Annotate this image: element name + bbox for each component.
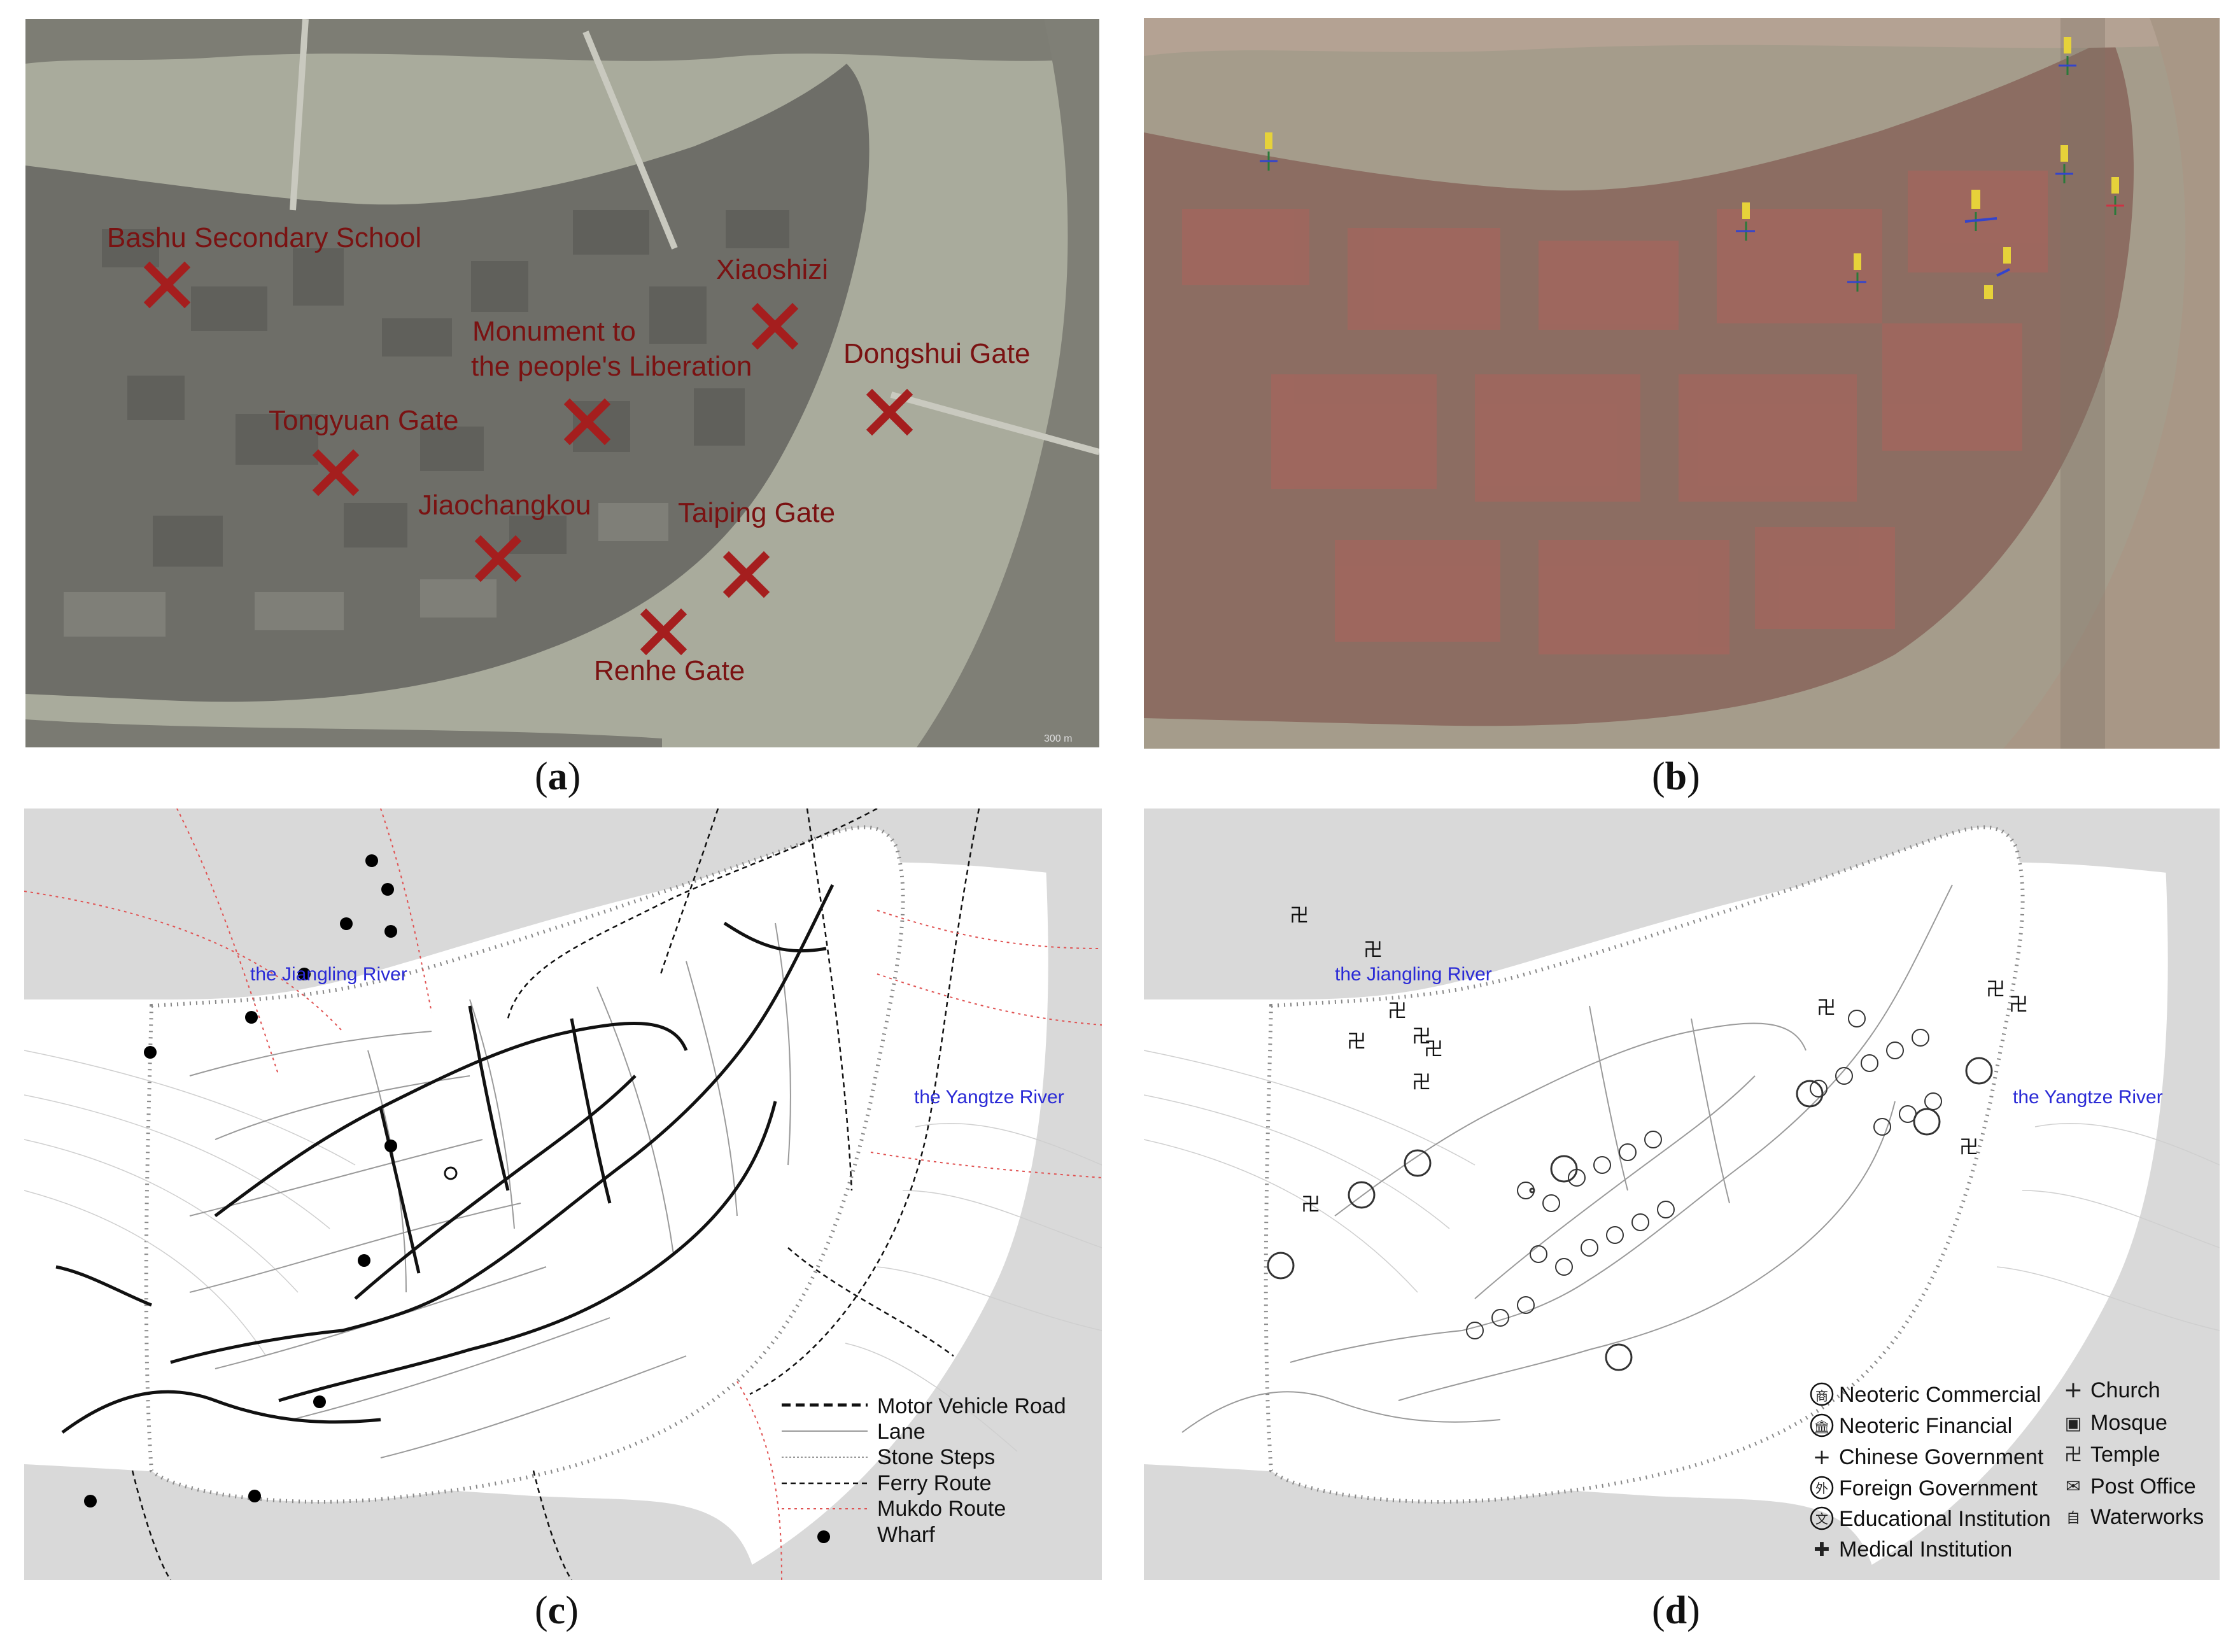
svg-text:卍: 卍 bbox=[1301, 1194, 1320, 1216]
legend-mosque: Mosque bbox=[2090, 1411, 2167, 1435]
svg-text:卍: 卍 bbox=[2009, 994, 2028, 1016]
legend-foreign-government: Foreign Government bbox=[1839, 1476, 2038, 1500]
legend-mukdo-route: Mukdo Route bbox=[877, 1497, 1006, 1521]
institutions-map-panel-d: 卍卍卍 卍卍卍 卍卍卍 卍卍卍 the Jiangling River the … bbox=[1144, 808, 2220, 1580]
legend-c: Motor Vehicle Road Lane Stone Steps Ferr… bbox=[782, 1394, 1066, 1547]
legend-post-office: Post Office bbox=[2090, 1474, 2196, 1499]
road-map-c: the Jiangling River the Yangtze River Mo… bbox=[24, 808, 1102, 1580]
label-yangtze-river: the Yangtze River bbox=[914, 1087, 1064, 1108]
marker-renhe bbox=[640, 608, 687, 656]
wharf-points bbox=[84, 854, 397, 1507]
legend-wharf: Wharf bbox=[877, 1523, 935, 1547]
svg-text:+: + bbox=[2064, 1377, 2083, 1403]
svg-text:文: 文 bbox=[1815, 1511, 1828, 1527]
control-points bbox=[1260, 37, 2124, 299]
satellite-map-a: Bashu Secondary School Xiaoshizi Monumen… bbox=[25, 19, 1099, 747]
label-taiping: Taiping Gate bbox=[678, 497, 835, 528]
svg-text:卍: 卍 bbox=[1424, 1038, 1443, 1061]
caption-a: (a) bbox=[535, 755, 581, 798]
label-renhe: Renhe Gate bbox=[594, 655, 745, 686]
legend-medical-institution: Medical Institution bbox=[1839, 1537, 2012, 1562]
legend-motor-road: Motor Vehicle Road bbox=[877, 1394, 1066, 1418]
label-jiaochangkou: Jiaochangkou bbox=[418, 490, 591, 521]
svg-text:▣: ▣ bbox=[2065, 1413, 2082, 1434]
caption-d: (d) bbox=[1652, 1589, 1700, 1632]
legend-neoteric-commercial: Neoteric Commercial bbox=[1839, 1383, 2041, 1407]
label-yangtze-river-d: the Yangtze River bbox=[2013, 1087, 2163, 1108]
scale-label: 300 m bbox=[1044, 733, 1072, 744]
svg-text:✚: ✚ bbox=[1814, 1539, 1829, 1561]
label-tongyuan: Tongyuan Gate bbox=[269, 405, 458, 436]
location-markers bbox=[143, 261, 913, 656]
institution-symbols: 卍卍卍 卍卍卍 卍卍卍 卍卍卍 bbox=[1267, 905, 2028, 1371]
legend-d-right: + Church ▣ Mosque 卍 Temple ✉ Post Office… bbox=[2064, 1377, 2204, 1529]
marker-dongshui bbox=[866, 388, 913, 436]
satellite-map-panel-a: Bashu Secondary School Xiaoshizi Monumen… bbox=[25, 19, 1099, 747]
caption-c: (c) bbox=[535, 1589, 579, 1632]
road-network-map-panel-c: the Jiangling River the Yangtze River Mo… bbox=[24, 808, 1102, 1580]
svg-text:🏛: 🏛 bbox=[1814, 1419, 1829, 1434]
label-jiangling-river-d: the Jiangling River bbox=[1335, 964, 1492, 985]
institutions-map-d: 卍卍卍 卍卍卍 卍卍卍 卍卍卍 the Jiangling River the … bbox=[1144, 808, 2220, 1580]
svg-text:+: + bbox=[1813, 1444, 1831, 1470]
svg-text:卍: 卍 bbox=[1388, 1000, 1407, 1022]
legend-educational-institution: Educational Institution bbox=[1839, 1507, 2051, 1531]
legend-stone-steps: Stone Steps bbox=[877, 1445, 995, 1469]
legend-temple: Temple bbox=[2090, 1443, 2160, 1467]
svg-text:卍: 卍 bbox=[1959, 1136, 1978, 1159]
label-jiangling-river: the Jiangling River bbox=[250, 964, 407, 985]
marker-jiaochangkou bbox=[474, 535, 522, 582]
legend-church: Church bbox=[2090, 1378, 2160, 1402]
label-bashu: Bashu Secondary School bbox=[107, 222, 421, 253]
label-monument-line2: the people's Liberation bbox=[471, 351, 752, 382]
svg-text:自: 自 bbox=[2066, 1511, 2080, 1527]
svg-text:卍: 卍 bbox=[1347, 1031, 1366, 1053]
svg-text:✉: ✉ bbox=[2066, 1476, 2080, 1497]
svg-text:卍: 卍 bbox=[2064, 1444, 2082, 1465]
marker-bashu bbox=[143, 261, 191, 309]
legend-ferry-route: Ferry Route bbox=[877, 1471, 992, 1495]
marker-tongyuan bbox=[312, 449, 360, 497]
svg-text:卍: 卍 bbox=[1290, 905, 1309, 927]
legend-waterworks: Waterworks bbox=[2090, 1505, 2204, 1529]
historical-map-overlay-panel-b bbox=[1144, 18, 2220, 749]
svg-text:卍: 卍 bbox=[1363, 939, 1383, 961]
svg-text:卍: 卍 bbox=[1412, 1071, 1431, 1094]
legend-d-left: 商 Neoteric Commercial 🏛 Neoteric Financi… bbox=[1810, 1382, 2051, 1562]
label-dongshui: Dongshui Gate bbox=[843, 338, 1031, 369]
legend-neoteric-financial: Neoteric Financial bbox=[1839, 1414, 2012, 1438]
label-monument-line1: Monument to bbox=[472, 316, 636, 347]
label-xiaoshizi: Xiaoshizi bbox=[716, 254, 828, 285]
legend-chinese-government: Chinese Government bbox=[1839, 1445, 2044, 1469]
marker-monument bbox=[563, 398, 611, 446]
svg-text:卍: 卍 bbox=[1817, 997, 1836, 1019]
svg-text:卍: 卍 bbox=[1412, 1026, 1431, 1048]
marker-taiping bbox=[722, 551, 770, 598]
legend-lane: Lane bbox=[877, 1420, 926, 1444]
svg-text:卍: 卍 bbox=[1986, 978, 2005, 1001]
marker-xiaoshizi bbox=[751, 302, 799, 350]
caption-b: (b) bbox=[1652, 755, 1700, 798]
overlay-map-b bbox=[1144, 18, 2220, 749]
svg-text:外: 外 bbox=[1815, 1481, 1828, 1496]
svg-text:商: 商 bbox=[1815, 1388, 1828, 1404]
